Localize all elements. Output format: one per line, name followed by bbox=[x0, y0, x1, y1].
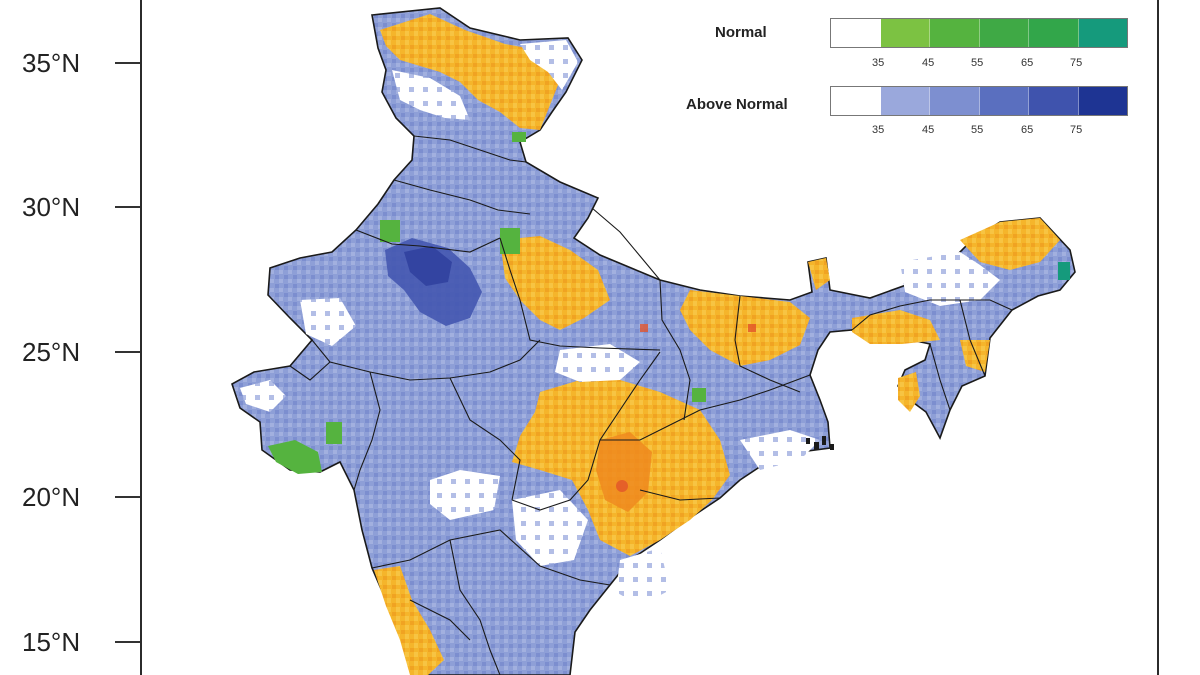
legend-above-normal-swatch-2 bbox=[930, 87, 980, 115]
legend-above-normal-tick-45: 45 bbox=[922, 124, 935, 136]
region-below-normal-bihar bbox=[680, 290, 810, 366]
region-below-normal-up bbox=[500, 236, 610, 330]
coastal-detail bbox=[806, 436, 834, 450]
region-white-kashmir bbox=[392, 70, 470, 120]
lat-tick-20 bbox=[115, 496, 140, 498]
lat-tick-35 bbox=[115, 62, 140, 64]
lat-label-30: 30°N bbox=[22, 192, 81, 222]
lat-label-25: 25°N bbox=[22, 337, 81, 367]
legend-normal-tick-55: 55 bbox=[971, 57, 984, 69]
lat-label-15: 15°N bbox=[22, 627, 81, 657]
lat-tick-25 bbox=[115, 351, 140, 353]
legend-above-normal-tick-35: 35 bbox=[872, 124, 885, 136]
region-white-northeast bbox=[900, 252, 1000, 306]
legend-above-normal-colorbar bbox=[830, 86, 1128, 116]
legend-normal-colorbar bbox=[830, 18, 1128, 48]
legend-normal-swatch-1 bbox=[880, 19, 930, 47]
legend-normal-tick-65: 65 bbox=[1021, 57, 1034, 69]
legend-above-normal-tick-65: 65 bbox=[1021, 124, 1034, 136]
legend-normal-swatch-2 bbox=[930, 19, 980, 47]
legend-normal-title: Normal bbox=[715, 24, 767, 41]
legend-above-normal-tick-55: 55 bbox=[971, 124, 984, 136]
region-white-mp bbox=[555, 344, 640, 382]
lat-label-35: 35°N bbox=[22, 48, 81, 78]
region-below-normal-north bbox=[380, 14, 560, 130]
region-normal-gujarat bbox=[268, 440, 322, 474]
region-white-maharashtra bbox=[430, 470, 500, 520]
region-white-north bbox=[520, 40, 578, 90]
legend-above-normal-title: Above Normal bbox=[686, 96, 788, 113]
legend-above-normal-swatch-5 bbox=[1078, 87, 1127, 115]
legend-normal-swatch-3 bbox=[979, 19, 1029, 47]
legend-normal-tick-35: 35 bbox=[872, 57, 885, 69]
legend-normal-swatch-4 bbox=[1029, 19, 1079, 47]
lat-tick-15 bbox=[115, 641, 140, 643]
region-below-normal-core bbox=[596, 432, 652, 512]
state-borders bbox=[289, 135, 1013, 675]
legend-above-normal-swatch-1 bbox=[880, 87, 930, 115]
region-white-rajasthan-west bbox=[300, 298, 356, 346]
legend-normal-tick-45: 45 bbox=[922, 57, 935, 69]
map-frame-right bbox=[1157, 0, 1159, 675]
lat-tick-30 bbox=[115, 206, 140, 208]
legend-above-normal-swatch-4 bbox=[1029, 87, 1079, 115]
region-below-normal-west-coast bbox=[374, 566, 444, 675]
legend-above-normal-swatch-0 bbox=[831, 87, 881, 115]
legend-normal-tick-75: 75 bbox=[1070, 57, 1083, 69]
lat-label-20: 20°N bbox=[22, 482, 81, 512]
legend-normal-swatch-5 bbox=[1078, 19, 1127, 47]
legend-above-normal-swatch-3 bbox=[979, 87, 1029, 115]
legend-normal-swatch-0 bbox=[831, 19, 881, 47]
map-frame-left bbox=[140, 0, 142, 675]
region-white-deccan bbox=[512, 490, 588, 566]
legend-above-normal-tick-75: 75 bbox=[1070, 124, 1083, 136]
region-below-normal-northeast bbox=[960, 218, 1060, 270]
